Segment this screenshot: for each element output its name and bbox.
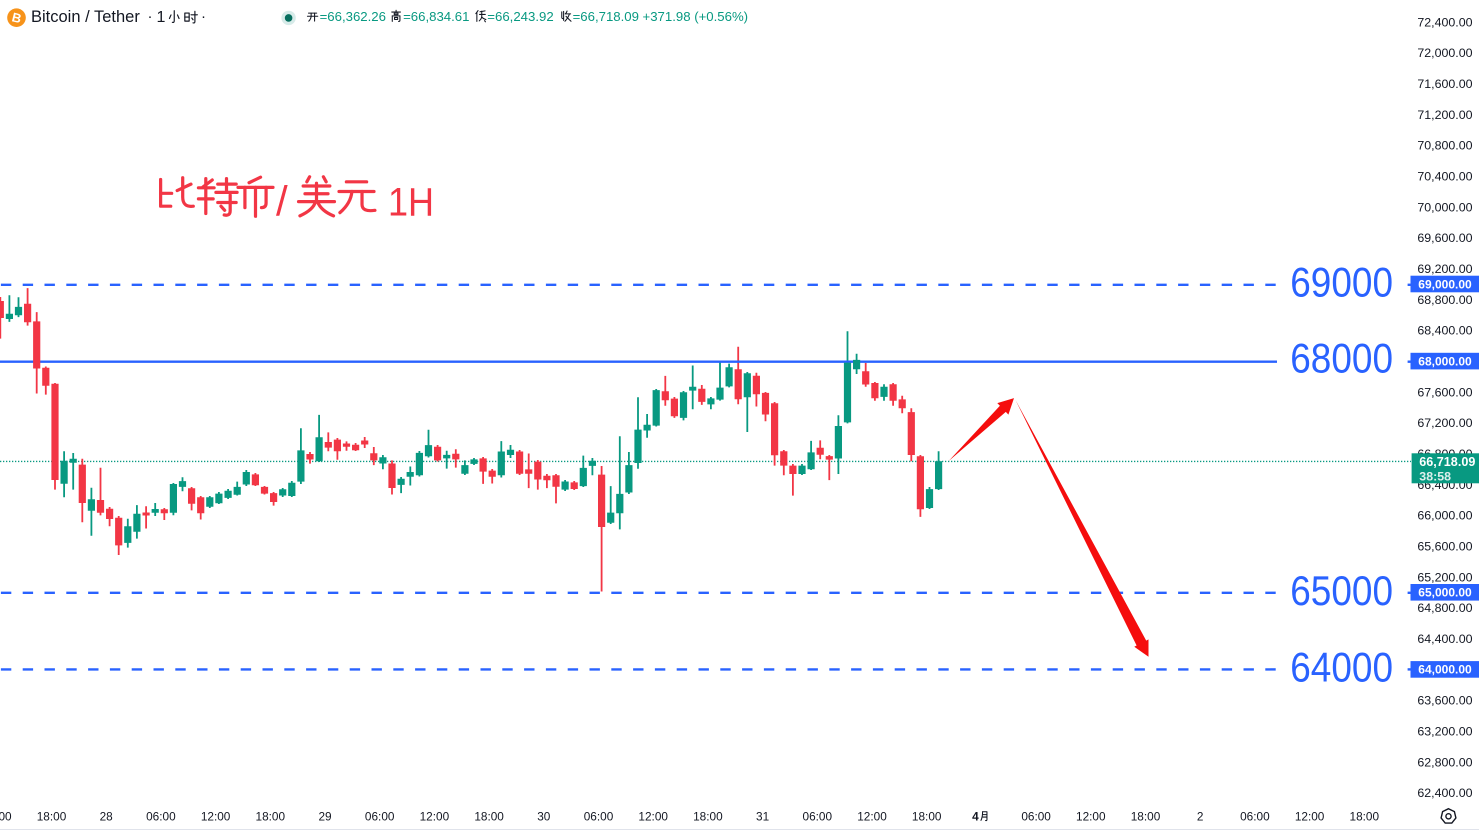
svg-text:64,000.00: 64,000.00	[1418, 663, 1472, 677]
svg-text:64,800.00: 64,800.00	[1417, 601, 1472, 615]
svg-text:12:00: 12:00	[420, 810, 450, 824]
svg-text:68,800.00: 68,800.00	[1417, 293, 1472, 307]
svg-text:06:00: 06:00	[1240, 810, 1270, 824]
svg-text:70,800.00: 70,800.00	[1417, 139, 1472, 153]
svg-text:63,600.00: 63,600.00	[1417, 694, 1472, 708]
svg-text:66,000.00: 66,000.00	[1417, 509, 1472, 523]
svg-text:18:00: 18:00	[1131, 810, 1161, 824]
svg-text:68,000.00: 68,000.00	[1418, 354, 1472, 368]
svg-text:12:00: 12:00	[201, 810, 231, 824]
svg-text:29: 29	[318, 810, 331, 824]
svg-text:·: ·	[148, 8, 153, 25]
svg-text:18:00: 18:00	[37, 810, 67, 824]
svg-text:65000: 65000	[1290, 568, 1393, 615]
svg-text:62,800.00: 62,800.00	[1417, 755, 1472, 769]
svg-text:68,400.00: 68,400.00	[1417, 324, 1472, 338]
svg-text:/: /	[276, 178, 288, 225]
svg-text:72,000.00: 72,000.00	[1417, 46, 1472, 60]
svg-text:31: 31	[756, 810, 769, 824]
svg-text:2: 2	[1197, 810, 1204, 824]
svg-text:06:00: 06:00	[146, 810, 176, 824]
svg-text:18:00: 18:00	[693, 810, 723, 824]
svg-text:=66,718.09: =66,718.09	[573, 9, 639, 24]
svg-text:06:00: 06:00	[803, 810, 833, 824]
svg-text:06:00: 06:00	[584, 810, 614, 824]
svg-text:28: 28	[100, 810, 114, 824]
svg-text:69000: 69000	[1290, 260, 1393, 307]
svg-text:18:00: 18:00	[256, 810, 286, 824]
svg-text:Bitcoin / Tether: Bitcoin / Tether	[31, 8, 140, 26]
svg-text:18:00: 18:00	[912, 810, 942, 824]
svg-text:12:00: 12:00	[1295, 810, 1325, 824]
svg-text:65,600.00: 65,600.00	[1417, 540, 1472, 554]
svg-text:65,000.00: 65,000.00	[1418, 586, 1472, 600]
svg-text:18:00: 18:00	[474, 810, 504, 824]
svg-text:70,000.00: 70,000.00	[1417, 200, 1472, 214]
svg-text:=66,362.26: =66,362.26	[320, 9, 386, 24]
svg-text:18:00: 18:00	[1350, 810, 1380, 824]
svg-text:12:00: 12:00	[0, 810, 12, 824]
svg-text:06:00: 06:00	[365, 810, 395, 824]
svg-text:06:00: 06:00	[1021, 810, 1051, 824]
svg-text:=66,243.92: =66,243.92	[487, 9, 553, 24]
svg-text:1: 1	[157, 9, 166, 26]
svg-text:69,200.00: 69,200.00	[1417, 262, 1472, 276]
svg-text:70,400.00: 70,400.00	[1417, 170, 1472, 184]
svg-text:30: 30	[537, 810, 551, 824]
svg-text:38:58: 38:58	[1419, 470, 1451, 484]
svg-text:62,400.00: 62,400.00	[1417, 786, 1472, 800]
svg-text:66,718.09: 66,718.09	[1419, 455, 1475, 469]
svg-text:72,400.00: 72,400.00	[1417, 15, 1472, 29]
svg-text:=66,834.61: =66,834.61	[403, 9, 469, 24]
svg-text:71,600.00: 71,600.00	[1417, 77, 1472, 91]
svg-text:67,200.00: 67,200.00	[1417, 416, 1472, 430]
svg-text:B: B	[10, 9, 23, 26]
svg-text:+371.98 (+0.56%): +371.98 (+0.56%)	[643, 9, 749, 24]
svg-text:12:00: 12:00	[857, 810, 887, 824]
svg-text:67,600.00: 67,600.00	[1417, 385, 1472, 399]
svg-text:68000: 68000	[1290, 335, 1393, 382]
svg-text:69,000.00: 69,000.00	[1418, 277, 1472, 291]
svg-text:12:00: 12:00	[1076, 810, 1106, 824]
svg-text:71,200.00: 71,200.00	[1417, 108, 1472, 122]
svg-text:69,600.00: 69,600.00	[1417, 231, 1472, 245]
svg-text:64000: 64000	[1290, 644, 1393, 691]
svg-text:65,200.00: 65,200.00	[1417, 570, 1472, 584]
svg-text:64,400.00: 64,400.00	[1417, 632, 1472, 646]
svg-text:1H: 1H	[388, 181, 434, 225]
svg-text:63,200.00: 63,200.00	[1417, 724, 1472, 738]
svg-text:4: 4	[972, 810, 979, 824]
svg-text:·: ·	[201, 8, 206, 25]
svg-text:12:00: 12:00	[638, 810, 668, 824]
